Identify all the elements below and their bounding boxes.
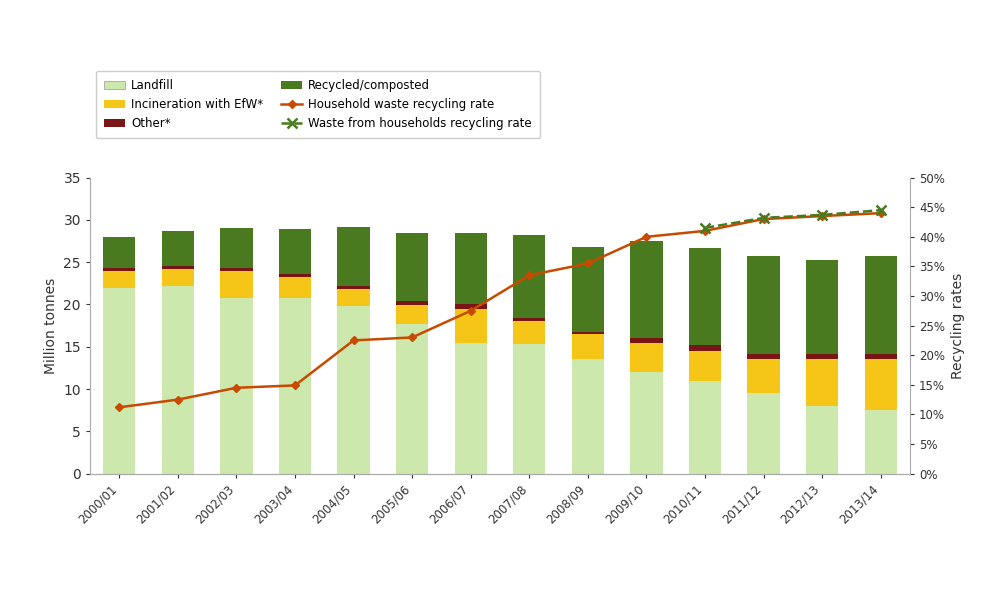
Bar bbox=[630, 372, 663, 474]
Bar bbox=[513, 318, 545, 320]
Bar bbox=[572, 247, 604, 332]
Bar bbox=[337, 306, 370, 474]
Bar bbox=[865, 410, 897, 474]
Bar bbox=[572, 334, 604, 359]
Bar bbox=[103, 288, 135, 474]
Bar bbox=[689, 351, 721, 381]
Bar bbox=[337, 286, 370, 289]
Bar bbox=[103, 268, 135, 271]
Bar bbox=[689, 381, 721, 474]
Bar bbox=[396, 324, 428, 474]
Bar bbox=[220, 268, 253, 271]
Bar bbox=[513, 235, 545, 318]
Bar bbox=[162, 266, 194, 269]
Bar bbox=[279, 274, 311, 276]
Bar bbox=[455, 343, 487, 474]
Y-axis label: Recycling rates: Recycling rates bbox=[951, 272, 965, 379]
Bar bbox=[572, 359, 604, 474]
Bar bbox=[806, 359, 838, 406]
Bar bbox=[747, 256, 780, 353]
Bar bbox=[806, 353, 838, 359]
Bar bbox=[337, 289, 370, 306]
Bar bbox=[747, 393, 780, 474]
Bar bbox=[806, 406, 838, 474]
Bar bbox=[279, 276, 311, 298]
Bar bbox=[747, 359, 780, 393]
Bar bbox=[162, 231, 194, 266]
Bar bbox=[572, 332, 604, 334]
Bar bbox=[455, 233, 487, 304]
Bar bbox=[220, 298, 253, 474]
Bar bbox=[689, 248, 721, 345]
Bar bbox=[747, 353, 780, 359]
Y-axis label: Million tonnes: Million tonnes bbox=[44, 278, 58, 374]
Bar bbox=[455, 308, 487, 343]
Bar bbox=[865, 359, 897, 410]
Bar bbox=[865, 353, 897, 359]
Bar bbox=[513, 320, 545, 344]
Bar bbox=[396, 233, 428, 301]
Bar bbox=[220, 271, 253, 298]
Bar bbox=[220, 229, 253, 268]
Bar bbox=[396, 301, 428, 305]
Bar bbox=[279, 229, 311, 274]
Legend: Landfill, Incineration with EfW*, Other*, Recycled/composted, Household waste re: Landfill, Incineration with EfW*, Other*… bbox=[96, 71, 540, 139]
Bar bbox=[279, 298, 311, 474]
Bar bbox=[689, 345, 721, 351]
Bar bbox=[103, 271, 135, 288]
Bar bbox=[162, 269, 194, 286]
Bar bbox=[865, 256, 897, 353]
Bar bbox=[337, 227, 370, 286]
Bar bbox=[396, 305, 428, 324]
Bar bbox=[103, 237, 135, 268]
Bar bbox=[513, 344, 545, 474]
Bar bbox=[806, 260, 838, 353]
Bar bbox=[162, 286, 194, 474]
Bar bbox=[455, 304, 487, 308]
Bar bbox=[630, 343, 663, 372]
Bar bbox=[630, 338, 663, 343]
Bar bbox=[630, 241, 663, 338]
